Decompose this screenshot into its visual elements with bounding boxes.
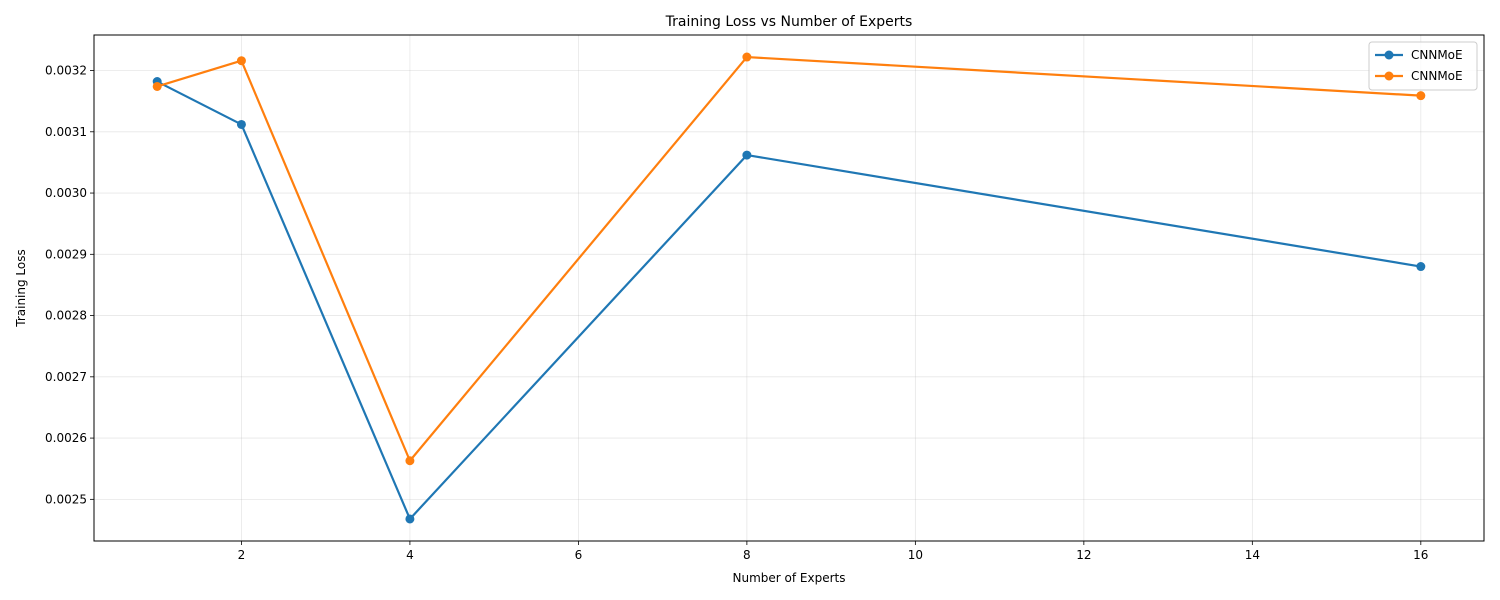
y-tick-label: 0.0032 xyxy=(45,64,87,78)
series-layer xyxy=(152,52,1426,524)
data-point xyxy=(236,56,246,66)
data-point xyxy=(236,119,246,129)
legend: CNNMoE CNNMoE xyxy=(1368,41,1478,91)
data-point xyxy=(742,150,752,160)
data-point xyxy=(152,81,162,91)
x-tick-label: 14 xyxy=(1245,548,1260,562)
legend-swatch-marker xyxy=(1384,71,1394,81)
data-point xyxy=(405,514,415,524)
data-point xyxy=(1416,262,1426,272)
legend-label: CNNMoE xyxy=(1411,69,1463,83)
data-point xyxy=(405,456,415,466)
y-tick-label: 0.0027 xyxy=(45,370,87,384)
y-axis-title: Training Loss xyxy=(14,249,28,327)
y-tick-label: 0.0025 xyxy=(45,492,87,506)
data-point xyxy=(742,52,752,62)
x-tick-label: 8 xyxy=(743,548,751,562)
y-tick-label: 0.0029 xyxy=(45,247,87,261)
x-tick-label: 6 xyxy=(575,548,583,562)
y-axis: 0.0025 0.0026 0.0027 0.0028 0.0029 0.0030 0.00… xyxy=(45,64,94,506)
x-axis: 2 4 6 8 10 12 14 16 xyxy=(238,541,1428,562)
series-line xyxy=(156,80,1421,521)
x-axis-title: Number of Experts xyxy=(733,571,846,585)
x-tick-label: 2 xyxy=(238,548,246,562)
y-tick-label: 0.0030 xyxy=(45,186,87,200)
x-tick-label: 16 xyxy=(1413,548,1428,562)
x-tick-label: 10 xyxy=(908,548,923,562)
series-2 xyxy=(152,52,1426,466)
series-line xyxy=(156,55,1421,462)
grid xyxy=(94,35,1484,541)
y-tick-label: 0.0031 xyxy=(45,125,87,139)
x-tick-label: 4 xyxy=(406,548,414,562)
series-1 xyxy=(152,77,1426,524)
chart-title: Training Loss vs Number of Experts xyxy=(665,14,913,30)
y-tick-label: 0.0026 xyxy=(45,431,87,445)
legend-swatch-marker xyxy=(1384,50,1394,60)
plot-frame xyxy=(93,34,1485,542)
legend-label: CNNMoE xyxy=(1411,48,1463,62)
y-tick-label: 0.0028 xyxy=(45,309,87,323)
x-tick-label: 12 xyxy=(1076,548,1091,562)
data-point xyxy=(1416,91,1426,101)
